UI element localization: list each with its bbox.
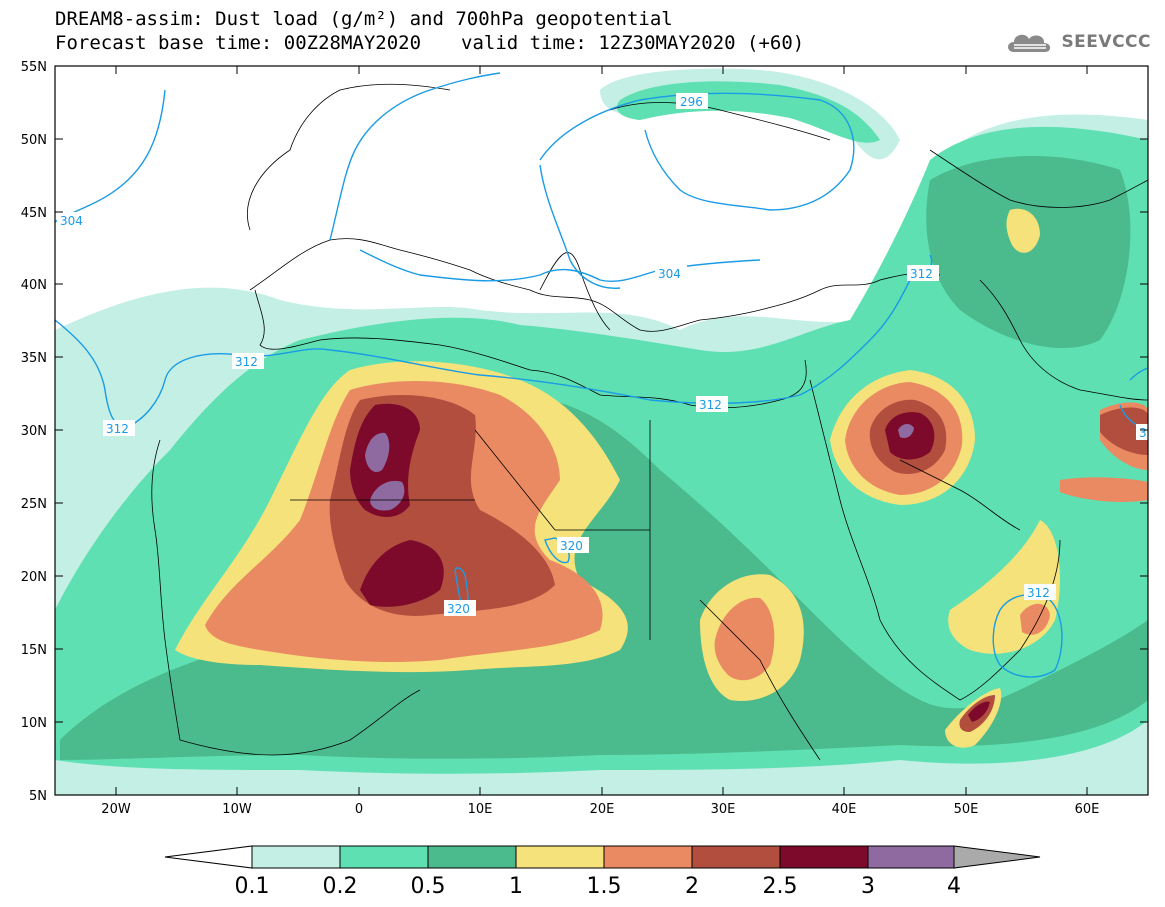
colorbar-label: 4 bbox=[947, 874, 961, 899]
seevccc-logo: SEEVCCC bbox=[1004, 27, 1151, 57]
latitude-labels: 55N 50N 45N 40N 35N 30N 25N 20N 15N 10N … bbox=[21, 60, 47, 804]
forecast-times: Forecast base time: 00Z28MAY2020 valid ti… bbox=[55, 33, 804, 53]
contour-label: 296 bbox=[680, 95, 703, 109]
contour-label: 320 bbox=[560, 539, 583, 553]
lat-label: 50N bbox=[21, 133, 47, 148]
lon-label: 20E bbox=[590, 802, 615, 817]
colorbar-labels: 0.1 0.2 0.5 1 1.5 2 2.5 3 4 bbox=[235, 874, 962, 899]
colorbar-swatch bbox=[603, 845, 693, 869]
colorbar-swatch bbox=[251, 845, 341, 869]
lon-label: 40E bbox=[832, 802, 857, 817]
colorbar-label: 1 bbox=[509, 874, 523, 899]
contour-label: 312 bbox=[235, 355, 258, 369]
lat-label: 25N bbox=[21, 497, 47, 512]
lon-label: 50E bbox=[954, 802, 979, 817]
colorbar-swatch bbox=[427, 845, 517, 869]
colorbar-label: 0.1 bbox=[235, 874, 270, 899]
contour-label: 304 bbox=[658, 267, 681, 281]
valid-time: valid time: 12Z30MAY2020 (+60) bbox=[461, 32, 805, 54]
axis-ticks bbox=[55, 65, 1148, 796]
lon-label: 10W bbox=[222, 802, 252, 817]
colorbar-swatch bbox=[691, 845, 781, 869]
contour-label: 320 bbox=[447, 602, 470, 616]
cloud-icon bbox=[1008, 34, 1051, 52]
lat-label: 20N bbox=[21, 570, 47, 585]
lon-label: 20W bbox=[101, 802, 131, 817]
dust-field bbox=[55, 66, 1148, 795]
lat-label: 5N bbox=[29, 789, 47, 804]
contour-label: 312 bbox=[910, 267, 933, 281]
coastlines bbox=[151, 83, 1148, 761]
colorbar-label: 0.5 bbox=[411, 874, 446, 899]
contour-label: 312 bbox=[699, 398, 722, 412]
map-title: DREAM8-assim: Dust load (g/m²) and 700hP… bbox=[55, 8, 673, 30]
lat-label: 15N bbox=[21, 643, 47, 658]
colorbar bbox=[164, 845, 1041, 869]
lon-label: 10E bbox=[468, 802, 493, 817]
contour-label: 312 bbox=[106, 422, 129, 436]
lat-label: 10N bbox=[21, 716, 47, 731]
colorbar-swatch bbox=[515, 845, 605, 869]
colorbar-high-arrow bbox=[953, 845, 1041, 869]
colorbar-label: 0.2 bbox=[323, 874, 358, 899]
contour-label: 312 bbox=[1027, 586, 1050, 600]
colorbar-label: 3 bbox=[861, 874, 875, 899]
lat-label: 40N bbox=[21, 278, 47, 293]
base-time: Forecast base time: 00Z28MAY2020 bbox=[55, 32, 422, 54]
lon-label: 0 bbox=[355, 802, 363, 817]
colorbar-label: 2 bbox=[685, 874, 699, 899]
logo-text: SEEVCCC bbox=[1061, 32, 1151, 52]
colorbar-low-arrow bbox=[164, 845, 253, 869]
lat-label: 45N bbox=[21, 206, 47, 221]
colorbar-label: 1.5 bbox=[587, 874, 622, 899]
longitude-labels: 20W 10W 0 10E 20E 30E 40E 50E 60E bbox=[101, 802, 1099, 817]
contour-label: 312 bbox=[1139, 426, 1162, 440]
colorbar-swatch bbox=[779, 845, 869, 869]
lon-label: 60E bbox=[1075, 802, 1100, 817]
contour-label: 304 bbox=[60, 214, 83, 228]
dust-band-3 bbox=[365, 432, 390, 473]
lat-label: 55N bbox=[21, 60, 47, 75]
lat-label: 30N bbox=[21, 424, 47, 439]
colorbar-label: 2.5 bbox=[763, 874, 798, 899]
colorbar-swatch bbox=[339, 845, 429, 869]
contour-labels: 296 304 304 312 312 312 312 312 320 320 … bbox=[57, 93, 1162, 616]
lat-label: 35N bbox=[21, 351, 47, 366]
colorbar-swatch bbox=[867, 845, 955, 869]
lon-label: 30E bbox=[711, 802, 736, 817]
